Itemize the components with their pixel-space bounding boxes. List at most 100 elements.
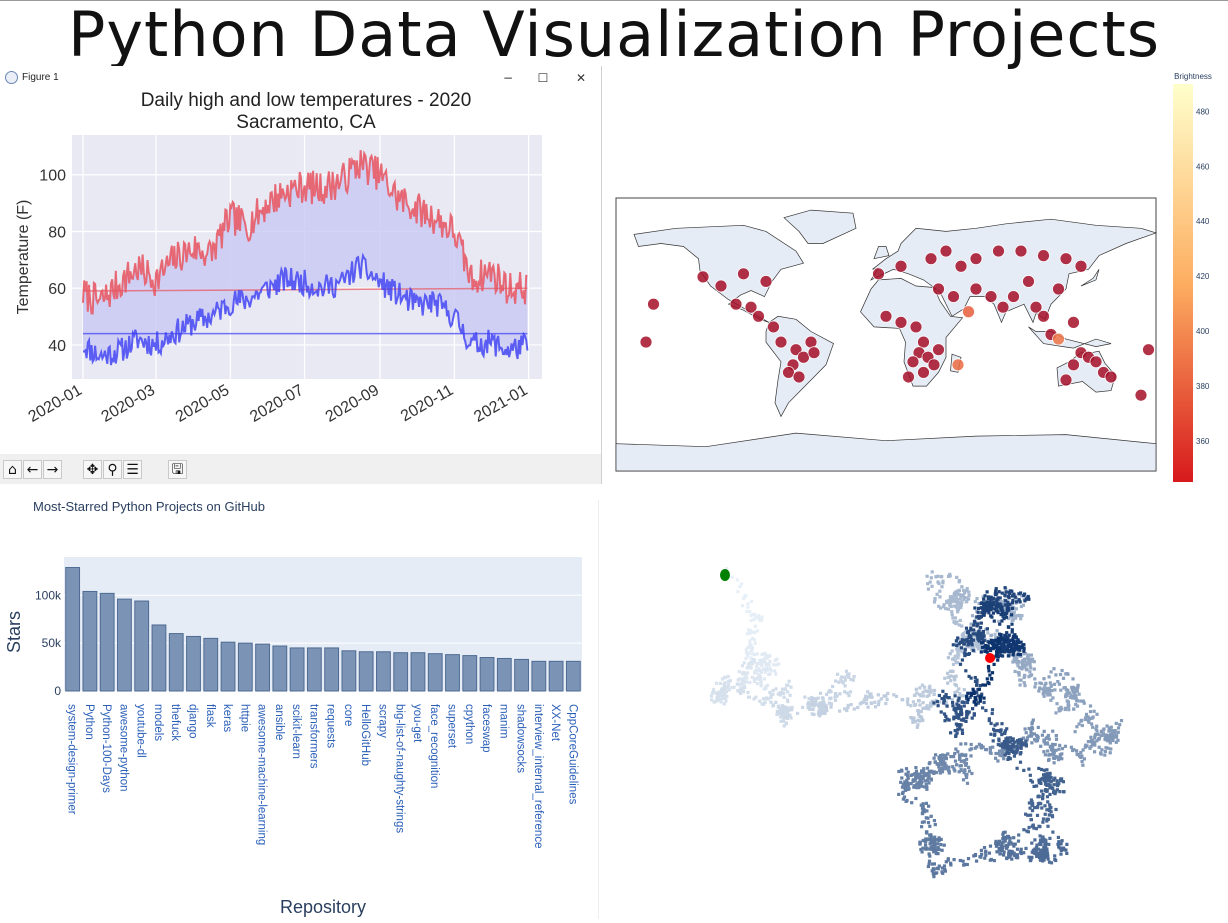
walk-point xyxy=(997,847,1001,851)
walk-point xyxy=(1018,850,1023,854)
walk-point xyxy=(950,698,954,702)
walk-point xyxy=(1111,734,1116,739)
minimize-button[interactable]: − xyxy=(502,71,514,85)
maximize-button[interactable]: ☐ xyxy=(537,71,549,85)
walk-point xyxy=(1001,637,1005,641)
walk-point xyxy=(755,665,759,669)
walk-point xyxy=(981,745,985,749)
window-titlebar[interactable]: Figure 1 − ☐ ✕ xyxy=(0,66,601,90)
walk-point xyxy=(900,785,905,789)
walk-point xyxy=(1014,607,1018,611)
walk-point xyxy=(959,603,963,607)
walk-point xyxy=(924,816,928,820)
walk-point xyxy=(1000,649,1004,653)
walk-point xyxy=(1038,834,1042,838)
fire-point xyxy=(902,370,915,384)
walk-point xyxy=(994,844,998,848)
walk-point xyxy=(920,694,924,698)
walk-point xyxy=(994,756,998,760)
save-icon[interactable]: 🖫 xyxy=(168,460,187,479)
walk-point xyxy=(955,598,960,602)
walk-point xyxy=(960,728,964,732)
walk-point xyxy=(755,629,759,633)
walk-point xyxy=(947,574,951,578)
bar xyxy=(237,642,253,692)
walk-point xyxy=(967,642,971,646)
walk-point xyxy=(910,801,914,805)
fire-point xyxy=(729,297,743,311)
walk-point xyxy=(1018,678,1022,682)
fire-point xyxy=(1067,315,1080,329)
walk-point xyxy=(969,754,973,758)
walk-point xyxy=(992,662,996,666)
zoom-icon[interactable]: ⚲ xyxy=(103,460,122,479)
walk-point xyxy=(1088,717,1092,721)
walk-point xyxy=(962,771,966,775)
walk-point xyxy=(1042,768,1046,772)
walk-point xyxy=(996,759,1000,763)
back-icon[interactable]: ← xyxy=(23,460,42,479)
walk-point xyxy=(923,689,927,693)
walk-point xyxy=(1047,842,1051,846)
walk-point xyxy=(986,644,990,648)
walk-point xyxy=(901,782,905,786)
walk-point xyxy=(1057,707,1061,711)
walk-point xyxy=(975,644,979,649)
walk-point xyxy=(921,811,925,815)
walk-point xyxy=(843,675,847,679)
close-button[interactable]: ✕ xyxy=(575,71,587,85)
walk-point xyxy=(783,708,787,712)
walk-point xyxy=(921,694,926,698)
walk-point xyxy=(1038,855,1042,859)
walk-point xyxy=(947,696,951,700)
walk-point xyxy=(841,681,845,685)
walk-point xyxy=(989,604,993,608)
fire-point xyxy=(737,267,750,281)
walk-point xyxy=(1015,748,1019,752)
walk-point xyxy=(989,595,993,599)
forward-icon[interactable]: → xyxy=(43,460,62,479)
walk-point xyxy=(983,856,987,860)
walk-point xyxy=(1032,784,1036,788)
walk-point xyxy=(921,776,925,780)
walk-point xyxy=(1114,740,1118,744)
walk-point xyxy=(979,636,983,641)
walk-point xyxy=(897,769,901,774)
walk-point xyxy=(1002,740,1006,744)
walk-point xyxy=(939,756,943,761)
high-series-line xyxy=(82,150,528,315)
walk-point xyxy=(763,697,767,701)
walk-point xyxy=(1065,691,1069,695)
walk-point xyxy=(998,743,1003,748)
walk-point xyxy=(988,746,992,750)
walk-point xyxy=(763,670,767,674)
walk-point xyxy=(1103,749,1107,753)
walk-point xyxy=(754,695,758,699)
walk-point xyxy=(718,692,722,696)
walk-point xyxy=(1075,749,1079,753)
configure-icon[interactable]: ☰ xyxy=(123,460,142,479)
walk-point xyxy=(1050,745,1055,749)
walk-point xyxy=(1086,719,1090,723)
fire-point xyxy=(939,244,953,258)
home-icon[interactable]: ⌂ xyxy=(3,460,22,479)
walk-point xyxy=(1108,741,1112,745)
walk-point xyxy=(1087,720,1091,724)
walk-point xyxy=(955,731,959,735)
walk-point xyxy=(971,707,975,711)
walk-point xyxy=(1045,768,1049,772)
walk-point xyxy=(778,711,782,715)
walk-point xyxy=(1048,792,1052,796)
walk-point xyxy=(775,657,779,661)
walk-point xyxy=(1027,801,1031,805)
walk-point xyxy=(1006,603,1010,607)
colorbar-tick-label: 480 xyxy=(1196,107,1210,116)
walk-point xyxy=(1075,699,1079,703)
walk-point xyxy=(1010,594,1014,598)
walk-point xyxy=(970,637,974,642)
walk-point xyxy=(1072,696,1077,700)
walk-point xyxy=(759,662,764,666)
walk-point xyxy=(973,600,977,604)
pan-icon[interactable]: ✥ xyxy=(83,460,102,479)
walk-point xyxy=(915,772,919,776)
